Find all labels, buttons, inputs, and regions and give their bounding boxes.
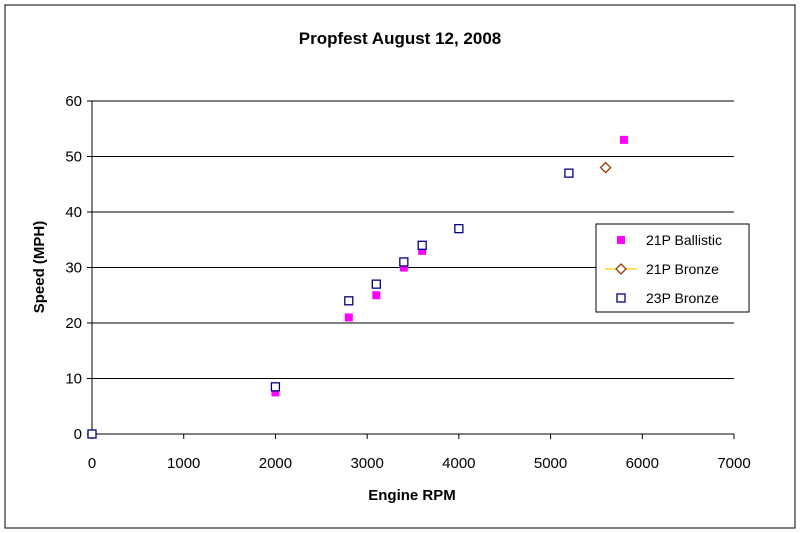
series-23p-bronze (87, 168, 574, 439)
legend-marker (615, 263, 627, 275)
x-tick-label: 3000 (350, 455, 383, 472)
data-point (344, 296, 354, 306)
legend-label: 21P Bronze (646, 261, 719, 277)
data-point (619, 135, 628, 144)
legend-marker (617, 236, 625, 244)
data-point (371, 279, 381, 289)
x-tick-label: 0 (88, 455, 96, 472)
legend-entry: 21P Ballistic (617, 232, 722, 248)
y-tick-labels: 0 10 20 30 40 50 60 (65, 93, 82, 443)
x-tick-labels: 0 1000 2000 3000 4000 5000 6000 7000 (88, 455, 751, 472)
data-point (372, 291, 381, 300)
x-axis-label: Engine RPM (368, 487, 456, 504)
y-tick-label: 40 (65, 204, 82, 221)
y-tick-label: 20 (65, 315, 82, 332)
x-tick-label: 5000 (534, 455, 567, 472)
y-axis-label: Speed (MPH) (31, 221, 48, 314)
gridlines (92, 100, 734, 379)
series-21p-bronze (599, 161, 612, 174)
x-tick-label: 4000 (442, 455, 475, 472)
chart-title: Propfest August 12, 2008 (299, 29, 502, 48)
data-point (564, 168, 574, 178)
data-point (599, 161, 612, 174)
data-point (270, 382, 281, 392)
x-tick-label: 2000 (259, 455, 292, 472)
data-point (454, 223, 464, 234)
data-point (399, 263, 408, 272)
legend-label: 21P Ballistic (646, 232, 722, 248)
data-points (87, 135, 628, 439)
y-tick-label: 0 (74, 426, 82, 443)
data-point (344, 313, 353, 322)
legend: 21P Ballistic 21P Bronze 23P Bronze (595, 223, 750, 313)
legend-marker (616, 293, 626, 303)
legend-label: 23P Bronze (646, 290, 719, 306)
y-tick-label: 10 (65, 371, 82, 388)
y-tick-label: 30 (65, 260, 82, 277)
x-tick-label: 6000 (626, 455, 659, 472)
data-point (271, 388, 280, 397)
data-point (399, 257, 409, 267)
legend-entry: 21P Bronze (605, 261, 719, 277)
y-tick-label: 60 (65, 93, 82, 110)
x-tick-label: 1000 (167, 455, 200, 472)
data-point (418, 246, 427, 255)
legend-entry: 23P Bronze (616, 290, 719, 306)
data-point (417, 240, 427, 250)
data-point (87, 429, 97, 439)
y-tick-label: 50 (65, 149, 82, 166)
x-tick-label: 7000 (717, 455, 750, 472)
